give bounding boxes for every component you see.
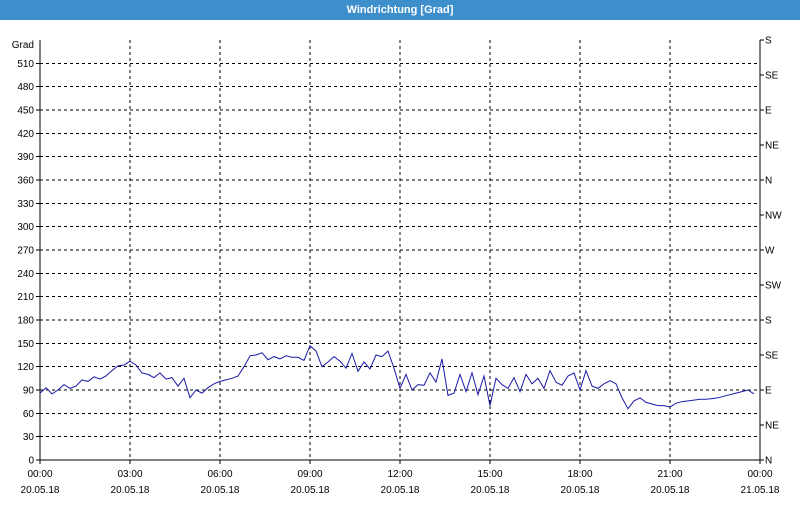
right-axis-label: E xyxy=(765,106,772,117)
x-tick-date: 20.05.18 xyxy=(291,485,330,496)
x-tick-date: 20.05.18 xyxy=(201,485,240,496)
right-axis-label: NW xyxy=(765,211,782,222)
right-axis-label: E xyxy=(765,386,772,397)
x-tick-date: 20.05.18 xyxy=(111,485,150,496)
right-axis-label: N xyxy=(765,176,772,187)
series-line xyxy=(39,344,755,410)
right-axis-label: NE xyxy=(765,141,779,152)
right-axis-label: SE xyxy=(765,71,779,82)
y-tick-label: 150 xyxy=(17,339,34,350)
chart-area: 0 30 60 90 120 150 180 210 240 270 300 330 360 390 420… xyxy=(0,20,800,500)
right-axis-label: N xyxy=(765,456,772,467)
y-tick-label: 30 xyxy=(23,432,35,443)
x-tick-date: 20.05.18 xyxy=(381,485,420,496)
y-tick-label: 330 xyxy=(17,199,34,210)
x-tick-time: 06:00 xyxy=(207,469,232,480)
y-tick-label: 420 xyxy=(17,129,34,140)
y-tick-label: 240 xyxy=(17,269,34,280)
x-tick-time: 18:00 xyxy=(567,469,592,480)
y-tick-label: 270 xyxy=(17,246,34,257)
y-tick-label: 480 xyxy=(17,82,34,93)
right-axis-label: S xyxy=(765,316,772,327)
y-tick-label: 300 xyxy=(17,222,34,233)
right-axis-label: SE xyxy=(765,351,779,362)
right-axis-label: W xyxy=(765,246,775,257)
x-tick-time: 12:00 xyxy=(387,469,412,480)
y-tick-label: 180 xyxy=(17,316,34,327)
y-tick-label: 360 xyxy=(17,176,34,187)
chart-title: Windrichtung [Grad] xyxy=(0,0,800,20)
right-axis-label: NE xyxy=(765,421,779,432)
y-tick-label: 510 xyxy=(17,59,34,70)
y-tick-label: 450 xyxy=(17,106,34,117)
x-tick-date: 20.05.18 xyxy=(561,485,600,496)
y-tick-label: 90 xyxy=(23,386,35,397)
y-tick-label: 0 xyxy=(28,456,34,467)
right-axis-label: SW xyxy=(765,281,782,292)
x-tick-time: 00:00 xyxy=(747,469,772,480)
x-tick-date: 20.05.18 xyxy=(21,485,60,496)
y-tick-label: 210 xyxy=(17,292,34,303)
x-tick-time: 00:00 xyxy=(27,469,52,480)
y-tick-label: 120 xyxy=(17,362,34,373)
y-tick-label: 390 xyxy=(17,152,34,163)
y-axis-label: Grad xyxy=(12,40,34,51)
x-tick-date: 21.05.18 xyxy=(741,485,780,496)
right-axis-label: S xyxy=(765,36,772,47)
x-tick-time: 09:00 xyxy=(297,469,322,480)
y-tick-label: 60 xyxy=(23,409,35,420)
x-tick-time: 21:00 xyxy=(657,469,682,480)
x-tick-time: 15:00 xyxy=(477,469,502,480)
x-tick-date: 20.05.18 xyxy=(651,485,690,496)
x-tick-date: 20.05.18 xyxy=(471,485,510,496)
x-tick-time: 03:00 xyxy=(117,469,142,480)
wind-direction-chart: 0 30 60 90 120 150 180 210 240 270 300 330 360 390 420… xyxy=(12,36,782,497)
